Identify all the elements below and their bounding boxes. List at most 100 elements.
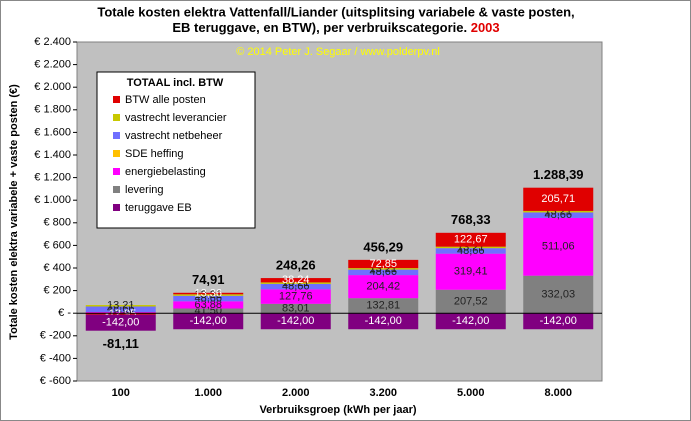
bar-segment	[348, 268, 419, 270]
y-tick-label: € 2.200	[34, 59, 71, 71]
bar-segment	[260, 303, 331, 314]
y-tick-label: € 600	[43, 239, 71, 251]
bar-segment	[85, 314, 156, 331]
total-label: 1.288,39	[533, 167, 584, 182]
bar-segment	[260, 289, 331, 304]
title-line: Totale kosten elektra Vattenfall/Liander…	[97, 4, 574, 19]
y-tick-label: € 1.600	[34, 126, 71, 138]
bar-segment	[348, 298, 419, 314]
value-label: -142,00	[452, 315, 489, 327]
bar-segment	[260, 278, 331, 283]
bar-segment	[85, 312, 156, 313]
y-tick-label: € 2.400	[34, 36, 71, 48]
value-label: -142,00	[365, 315, 402, 327]
legend-swatch	[113, 132, 120, 139]
legend-label: vastrecht leverancier	[125, 112, 227, 124]
bar-segment	[435, 246, 506, 249]
bar-segment	[435, 289, 506, 314]
bar-segment	[348, 269, 419, 276]
legend-label: SDE heffing	[125, 148, 184, 160]
bar-segment	[85, 306, 156, 313]
value-label: -142,00	[277, 315, 314, 327]
bar-segment	[173, 292, 244, 295]
y-tick-label: € 800	[43, 217, 71, 229]
copyright: © 2014 Peter J. Segaar / www.polderpv.nl	[236, 46, 440, 58]
legend-swatch	[113, 168, 120, 175]
x-tick-label: 1.000	[194, 387, 222, 399]
x-tick-label: 2.000	[282, 387, 310, 399]
legend-label: energiebelasting	[125, 166, 206, 178]
value-label: 204,42	[366, 281, 400, 293]
y-tick-label: € 2.000	[34, 81, 71, 93]
legend-title: TOTAAL incl. BTW	[127, 77, 224, 89]
bar-segment	[523, 313, 594, 330]
bar-segment	[435, 232, 506, 247]
value-label: 132,81	[366, 300, 400, 312]
title-line: EB teruggave, en BTW), per verbruikscate…	[172, 20, 499, 35]
legend-label: BTW alle posten	[125, 94, 206, 106]
value-label: 127,76	[279, 291, 313, 303]
legend-label: teruggave EB	[125, 202, 192, 214]
bar-segment	[260, 282, 331, 284]
bar-segment	[348, 259, 419, 269]
value-label: 332,03	[541, 288, 575, 300]
legend-label: vastrecht netbeheer	[125, 130, 223, 142]
value-label: 205,71	[541, 193, 575, 205]
value-label: 72,85	[369, 258, 397, 270]
bar-segment	[173, 308, 244, 314]
value-label: 207,52	[454, 295, 488, 307]
legend-swatch	[113, 186, 120, 193]
bar-segment	[523, 187, 594, 211]
x-tick-label: 8.000	[544, 387, 572, 399]
legend-swatch	[113, 114, 120, 121]
legend-swatch	[113, 204, 120, 211]
y-tick-label: € 1.800	[34, 104, 71, 116]
title-year: 2003	[471, 20, 500, 35]
title-text: EB teruggave, en BTW), per verbruikscate…	[172, 20, 467, 35]
y-tick-label: € -600	[40, 375, 71, 387]
y-tick-label: € 400	[43, 262, 71, 274]
x-tick-label: 5.000	[457, 387, 485, 399]
legend	[96, 71, 256, 229]
legend-label: levering	[125, 184, 164, 196]
total-label: 456,29	[363, 239, 403, 254]
bar-segment	[85, 305, 156, 307]
total-label: -81,11	[103, 336, 139, 351]
y-tick-label: € 200	[43, 285, 71, 297]
value-label: 511,06	[542, 241, 575, 253]
value-label: 13,21	[194, 289, 222, 301]
bar-segment	[523, 217, 594, 276]
value-label: -142,00	[102, 317, 139, 329]
bar-segment	[435, 248, 506, 254]
bar-segment	[523, 275, 594, 314]
value-label: 13,21	[107, 300, 135, 312]
bar-segment	[348, 313, 419, 330]
value-label: 63,88	[194, 299, 222, 311]
bar-segment	[523, 210, 594, 213]
value-label: -142,00	[190, 315, 227, 327]
bar-segment	[85, 313, 156, 315]
total-label: 768,33	[451, 212, 491, 227]
y-tick-label: € -200	[40, 330, 71, 342]
y-tick-label: € 1.200	[34, 172, 71, 184]
y-tick-label: € 1.400	[34, 149, 71, 161]
value-label: -142,00	[540, 315, 577, 327]
y-tick-label: € -400	[40, 352, 71, 364]
total-label: 74,91	[192, 272, 225, 287]
bar-segment	[173, 301, 244, 309]
value-label: 83,01	[282, 302, 310, 314]
legend-swatch	[113, 150, 120, 157]
value-label: 122,67	[454, 234, 488, 246]
value-label: 319,41	[454, 266, 488, 278]
bar-segment	[260, 283, 331, 290]
bar-segment	[435, 253, 506, 290]
bar-segment	[173, 295, 244, 302]
x-tick-label: 3.200	[369, 387, 397, 399]
bar-segment	[348, 275, 419, 299]
bar-segment	[173, 313, 244, 330]
bar-segment	[435, 313, 506, 330]
bar-segment	[260, 313, 331, 330]
bar-segment	[523, 212, 594, 218]
y-tick-label: € -	[58, 307, 71, 319]
total-label: 248,26	[276, 258, 316, 273]
